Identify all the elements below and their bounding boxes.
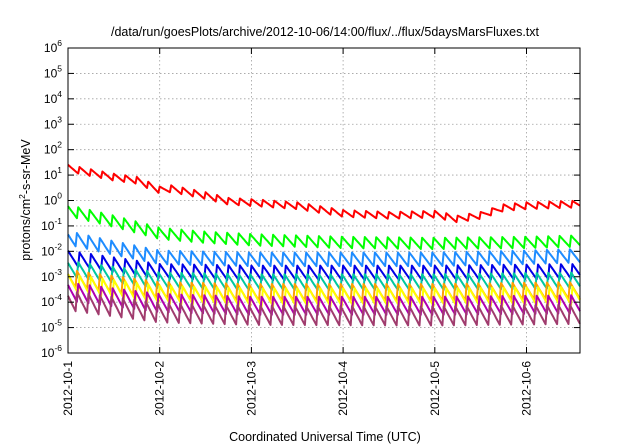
series-line-7 xyxy=(67,273,581,308)
x-tick-label: 2012-10-4 xyxy=(336,361,350,416)
y-tick-label: 100 xyxy=(44,191,62,208)
y-tick-label: 104 xyxy=(44,89,62,106)
x-tick-label: 2012-10-1 xyxy=(61,361,75,416)
x-tick-label: 2012-10-5 xyxy=(428,361,442,416)
y-axis-label: protons/cm2-s-sr-MeV xyxy=(17,139,33,261)
series-line-4 xyxy=(67,250,581,282)
y-tick-label: 10-5 xyxy=(41,318,62,335)
y-tick-label: 101 xyxy=(44,165,62,182)
y-tick-label: 105 xyxy=(44,63,62,80)
series-line-8 xyxy=(67,282,581,316)
x-axis: 2012-10-1 2012-10-2 2012-10-3 2012-10-4 2012… xyxy=(61,48,534,416)
y-tick-label: 10-3 xyxy=(41,267,62,284)
x-axis-label: Coordinated Universal Time (UTC) xyxy=(229,430,421,444)
y-axis-label-prefix: protons/cm xyxy=(19,199,33,261)
y-tick-label: 10-6 xyxy=(41,343,62,360)
y-axis-label-sup: 2 xyxy=(17,194,27,199)
series-line-5 xyxy=(67,261,581,291)
series-group xyxy=(67,164,581,327)
x-tick-label: 2012-10-6 xyxy=(520,361,534,416)
y-tick-label: 10-1 xyxy=(41,216,62,233)
x-tick-label: 2012-10-2 xyxy=(153,361,167,416)
series-line-3 xyxy=(67,232,581,268)
series-line-9 xyxy=(67,291,581,327)
series-line-1 xyxy=(67,164,581,224)
y-tick-label: 106 xyxy=(44,38,62,55)
y-tick-label: 10-2 xyxy=(41,241,62,258)
grid-lines xyxy=(68,48,580,353)
y-tick-label: 10-4 xyxy=(41,292,62,309)
y-axis: 10-6 10-5 10-4 10-3 10-2 10-1 100 101 102 103 104 1… xyxy=(41,38,580,360)
chart-title: /data/run/goesPlots/archive/2012-10-06/1… xyxy=(111,25,540,39)
y-tick-label: 103 xyxy=(44,114,62,131)
x-tick-label: 2012-10-3 xyxy=(244,361,258,416)
y-tick-label: 102 xyxy=(44,140,62,157)
y-axis-label-suffix: -s-sr-MeV xyxy=(19,139,33,195)
series-line-2 xyxy=(67,205,581,251)
